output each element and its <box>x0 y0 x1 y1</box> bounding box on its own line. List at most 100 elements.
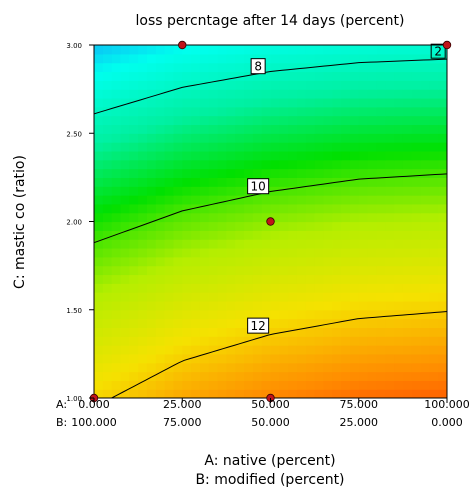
heatmap-cell <box>323 62 333 73</box>
heatmap-cell <box>94 212 104 223</box>
heatmap-cell <box>164 371 175 381</box>
heatmap-cell <box>429 45 439 55</box>
heatmap-cell <box>429 247 439 258</box>
heatmap-cell <box>244 221 254 231</box>
heatmap-cell <box>411 142 422 152</box>
heatmap-cell <box>111 265 122 276</box>
heatmap-cell <box>129 239 139 249</box>
heatmap-cell <box>438 221 447 231</box>
heatmap-cell <box>199 62 210 73</box>
heatmap-cell <box>305 89 316 99</box>
heatmap-cell <box>146 62 157 73</box>
heatmap-cell <box>438 124 447 134</box>
heatmap-cell <box>305 150 316 161</box>
heatmap-cell <box>420 80 430 90</box>
heatmap-cell <box>323 239 333 249</box>
heatmap-cell <box>111 203 122 214</box>
heatmap-cell <box>376 89 386 99</box>
heatmap-cell <box>111 89 122 99</box>
heatmap-cell <box>252 97 263 108</box>
heatmap-cell <box>438 247 447 258</box>
heatmap-cell <box>191 53 201 64</box>
heatmap-cell <box>226 115 236 126</box>
heatmap-cell <box>111 212 122 223</box>
heatmap-cell <box>376 106 386 117</box>
heatmap-cell <box>349 71 360 81</box>
heatmap-cell <box>332 71 342 81</box>
heatmap-cell <box>429 318 439 328</box>
heatmap-cell <box>385 247 395 258</box>
heatmap-cell <box>376 62 386 73</box>
heatmap-cell <box>438 212 447 223</box>
heatmap-cell <box>332 353 342 364</box>
heatmap-cell <box>314 142 325 152</box>
heatmap-cell <box>349 45 360 55</box>
heatmap-cell <box>288 380 298 390</box>
heatmap-cell <box>411 389 422 398</box>
heatmap-cell <box>191 265 201 276</box>
heatmap-cell <box>385 221 395 231</box>
heatmap-cell <box>279 195 289 205</box>
heatmap-cell <box>411 89 422 99</box>
heatmap-cell <box>173 256 183 267</box>
heatmap-cell <box>429 371 439 381</box>
heatmap-cell <box>305 327 316 337</box>
heatmap-cell <box>296 239 307 249</box>
heatmap-cell <box>199 371 210 381</box>
heatmap-cell <box>94 203 104 214</box>
heatmap-cell <box>208 318 219 328</box>
heatmap-cell <box>402 133 413 143</box>
heatmap-cell <box>288 97 298 108</box>
heatmap-cell <box>279 274 289 284</box>
heatmap-cell <box>226 89 236 99</box>
heatmap-cell <box>164 230 175 240</box>
heatmap-cell <box>129 159 139 170</box>
heatmap-cell <box>367 336 377 346</box>
heatmap-cell <box>235 380 245 390</box>
contour-line-8 <box>94 58 447 115</box>
heatmap-cell <box>94 186 104 196</box>
heatmap-cell <box>332 221 342 231</box>
heatmap-cell <box>314 362 325 373</box>
heatmap-cell <box>296 327 307 337</box>
heatmap-cell <box>173 380 183 390</box>
heatmap-cell <box>102 71 113 81</box>
heatmap-cell <box>199 177 210 187</box>
heatmap-cell <box>296 345 307 355</box>
heatmap-cell <box>235 142 245 152</box>
heatmap-cell <box>323 177 333 187</box>
heatmap-cell <box>244 265 254 276</box>
heatmap-cell <box>235 212 245 223</box>
heatmap-cell <box>429 195 439 205</box>
heatmap-cell <box>385 115 395 126</box>
heatmap-cell <box>288 274 298 284</box>
y-tick-label: 1.50 <box>66 307 82 315</box>
heatmap-cell <box>349 327 360 337</box>
heatmap-cell <box>173 309 183 320</box>
x-row-a-prefix: A: <box>56 398 67 411</box>
heatmap-cell <box>296 212 307 223</box>
heatmap-cell <box>305 124 316 134</box>
heatmap-cell <box>314 186 325 196</box>
heatmap-cell <box>367 239 377 249</box>
heatmap-cell <box>349 274 360 284</box>
heatmap-cell <box>244 353 254 364</box>
heatmap-cell <box>376 283 386 293</box>
heatmap-cell <box>138 283 148 293</box>
heatmap-cell <box>226 345 236 355</box>
heatmap-cell <box>111 318 122 328</box>
heatmap-cell <box>402 239 413 249</box>
heatmap-cell <box>199 309 210 320</box>
heatmap-cell <box>367 300 377 311</box>
heatmap-cell <box>394 89 404 99</box>
heatmap-cell <box>358 274 369 284</box>
heatmap-cell <box>341 327 351 337</box>
heatmap-cell <box>438 389 447 398</box>
heatmap-cell <box>191 177 201 187</box>
heatmap-cell <box>305 345 316 355</box>
heatmap-cell <box>261 239 272 249</box>
heatmap-cell <box>394 159 404 170</box>
heatmap-cell <box>358 80 369 90</box>
heatmap-cell <box>305 371 316 381</box>
heatmap-cell <box>191 221 201 231</box>
